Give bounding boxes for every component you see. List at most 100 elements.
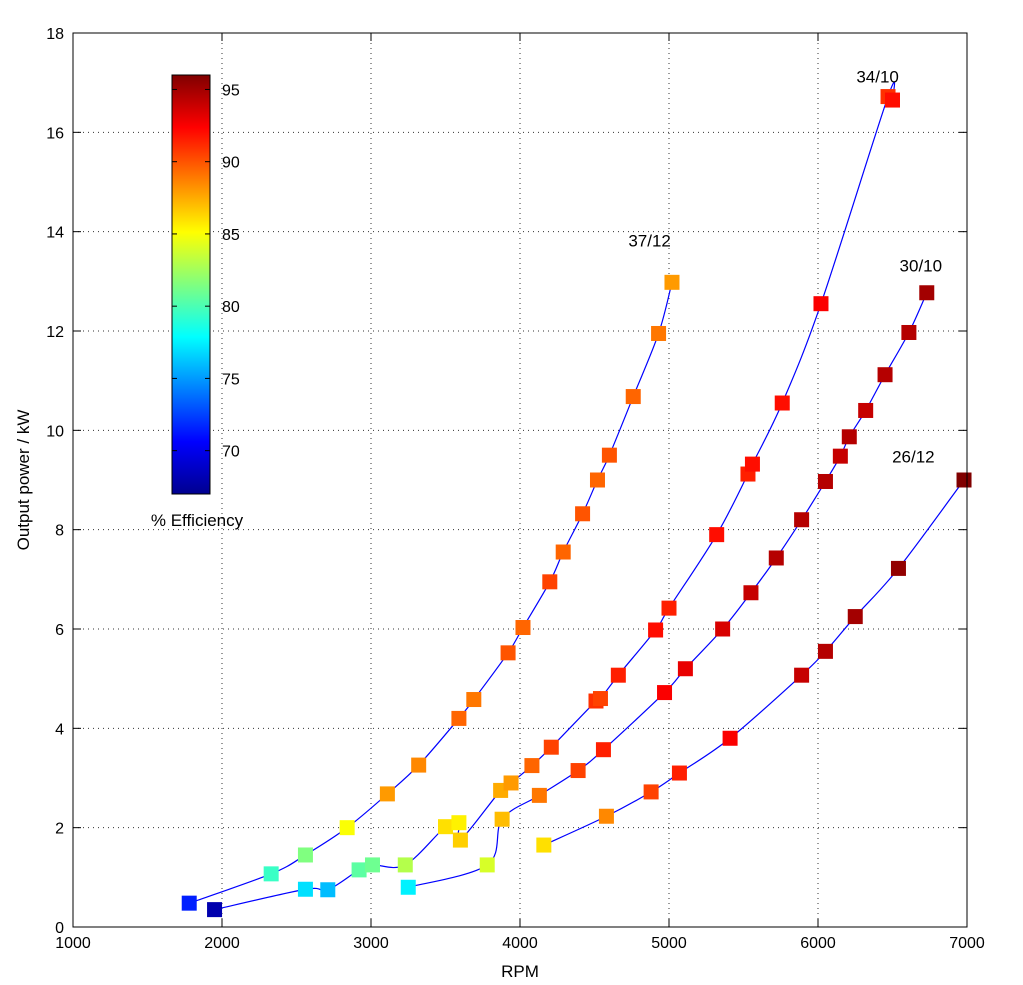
data-point — [543, 739, 559, 755]
data-point — [813, 296, 829, 312]
data-point — [479, 857, 495, 873]
data-point — [263, 866, 279, 882]
data-point — [466, 692, 482, 708]
series-line — [543, 479, 965, 846]
data-point — [648, 622, 664, 638]
data-point — [877, 367, 893, 383]
data-point — [589, 472, 605, 488]
data-point — [451, 815, 467, 831]
data-point — [677, 661, 693, 677]
data-point — [297, 847, 313, 863]
series-annotation: 37/12 — [628, 232, 671, 251]
y-tick-label: 10 — [46, 423, 64, 440]
x-tick-label: 2000 — [204, 935, 240, 952]
data-point — [364, 857, 380, 873]
data-point — [452, 832, 468, 848]
data-point — [657, 685, 673, 701]
series-annotation: 26/12 — [892, 448, 935, 467]
y-tick-label: 2 — [55, 821, 64, 838]
x-tick-label: 4000 — [502, 935, 538, 952]
data-point — [847, 609, 863, 625]
data-point — [709, 527, 725, 543]
colorbar-ticks: 70 75 80 85 90 95 — [172, 82, 240, 461]
y-tick-label: 6 — [55, 622, 64, 639]
data-point — [744, 456, 760, 472]
x-tick-label: 6000 — [800, 935, 836, 952]
data-point — [555, 544, 571, 560]
data-point — [379, 786, 395, 802]
data-point — [320, 882, 336, 898]
series-annotations: 37/12 34/10 30/10 26/12 — [628, 68, 942, 467]
data-point — [768, 550, 784, 566]
x-axis-title: RPM — [501, 962, 539, 981]
y-tick-label: 12 — [46, 324, 64, 341]
data-point — [411, 757, 427, 773]
data-point — [610, 667, 626, 683]
data-point — [774, 395, 790, 411]
data-point — [885, 92, 900, 108]
y-tick-label: 16 — [46, 125, 64, 142]
data-point — [832, 448, 848, 464]
data-point — [531, 787, 547, 803]
series-annotation: 34/10 — [856, 68, 899, 87]
data-point — [817, 473, 833, 489]
y-tick-label: 4 — [55, 721, 64, 738]
y-tick-label: 14 — [46, 225, 64, 242]
grid — [73, 33, 967, 927]
data-point — [451, 710, 467, 726]
colorbar-title: % Efficiency — [151, 511, 244, 530]
data-point — [503, 775, 519, 791]
data-point — [858, 402, 874, 418]
data-point — [841, 429, 857, 445]
data-point — [817, 643, 833, 659]
data-point — [592, 691, 608, 707]
y-tick-label: 0 — [55, 920, 64, 937]
data-point — [351, 862, 367, 878]
data-point — [671, 765, 687, 781]
data-point — [601, 447, 617, 463]
colorbar-tick-label: 90 — [222, 155, 240, 172]
data-point — [919, 285, 935, 301]
data-point — [595, 742, 611, 758]
data-point — [743, 585, 759, 601]
x-tick-label: 5000 — [651, 935, 687, 952]
y-axis-title: Output power / kW — [14, 410, 33, 551]
y-tick-label: 8 — [55, 523, 64, 540]
data-point — [542, 574, 558, 590]
x-tick-label: 1000 — [55, 935, 91, 952]
data-point — [397, 857, 413, 873]
plot-frame — [72, 32, 968, 928]
data-point — [570, 763, 586, 779]
data-point — [794, 667, 810, 683]
data-point — [651, 325, 667, 341]
data-point — [643, 784, 659, 800]
data-point — [598, 808, 614, 824]
series-points — [181, 89, 972, 918]
data-point — [207, 902, 223, 918]
data-point — [524, 758, 540, 774]
data-point — [400, 879, 416, 895]
data-point — [500, 645, 516, 661]
data-point — [339, 820, 355, 836]
data-point — [575, 506, 591, 522]
data-point — [794, 512, 810, 528]
data-point — [956, 472, 972, 488]
data-point — [661, 600, 677, 616]
data-point — [297, 881, 313, 897]
data-point — [722, 730, 738, 746]
x-tick-label: 3000 — [353, 935, 389, 952]
data-point — [181, 895, 197, 911]
data-point — [536, 837, 552, 853]
data-point — [494, 811, 510, 827]
y-tick-label: 18 — [46, 26, 64, 43]
axis-ticks: 1000 2000 3000 4000 5000 6000 7000 0 2 4 6 8 10 12 14 1… — [46, 26, 985, 952]
colorbar-tick-label: 85 — [222, 227, 240, 244]
colorbar-tick-label: 70 — [222, 444, 240, 461]
colorbar: 70 75 80 85 90 95 % Efficiency — [151, 74, 244, 530]
colorbar-tick-label: 95 — [222, 82, 240, 99]
data-point — [890, 560, 906, 576]
data-point — [625, 389, 641, 405]
data-point — [664, 274, 680, 290]
colorbar-tick-label: 75 — [222, 371, 240, 388]
